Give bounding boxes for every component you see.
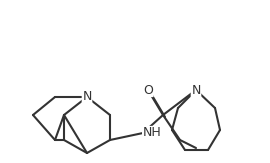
- Text: N: N: [82, 90, 92, 104]
- Text: O: O: [143, 83, 153, 96]
- Text: N: N: [191, 83, 201, 96]
- Text: NH: NH: [143, 126, 161, 140]
